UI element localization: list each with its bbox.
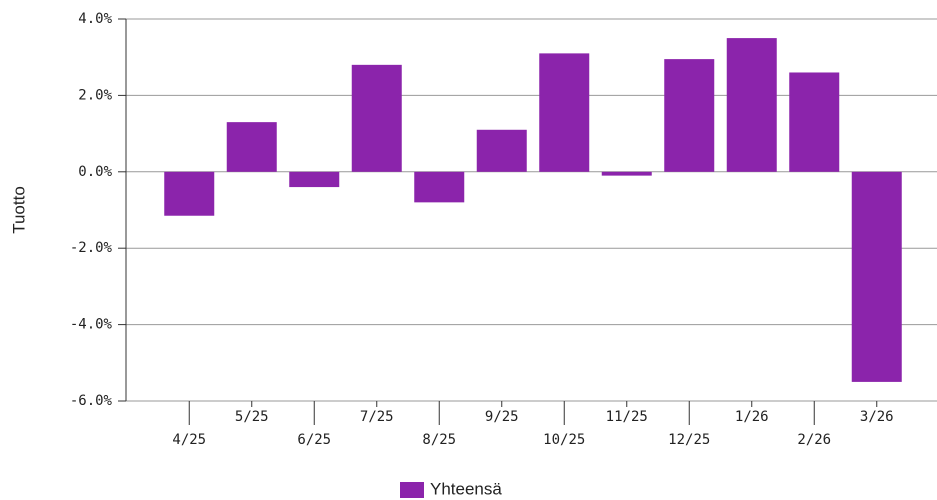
x-tick-label: 11/25 [606, 409, 648, 425]
x-tick-label: 2/26 [797, 432, 831, 448]
bar [789, 72, 840, 172]
x-tick-label: 4/25 [172, 432, 206, 448]
x-tick-label: 8/25 [422, 432, 456, 448]
y-tick-label: 4.0% [78, 11, 112, 27]
bar [414, 171, 465, 203]
y-tick-label: 2.0% [78, 87, 112, 103]
bar [351, 64, 402, 172]
x-tick-label: 5/25 [235, 409, 269, 425]
bar [726, 38, 777, 172]
x-tick-label: 12/25 [668, 432, 710, 448]
bar [601, 171, 652, 176]
x-tick-label: 1/26 [735, 409, 769, 425]
x-tick-label: 9/25 [485, 409, 519, 425]
bar [226, 122, 277, 172]
bar [476, 129, 527, 172]
bar [664, 59, 715, 172]
legend-label: Yhteensä [430, 479, 502, 498]
bar [164, 171, 215, 216]
y-tick-label: -2.0% [70, 240, 113, 256]
x-tick-label: 7/25 [360, 409, 394, 425]
x-tick-label: 6/25 [297, 432, 331, 448]
legend-swatch [400, 482, 424, 498]
bar [539, 53, 590, 172]
x-tick-label: 10/25 [543, 432, 585, 448]
bar [289, 171, 340, 188]
y-tick-label: 0.0% [78, 164, 112, 180]
bar [851, 171, 902, 382]
x-tick-label: 3/26 [860, 409, 894, 425]
y-tick-label: -6.0% [70, 393, 113, 409]
y-axis-label: Tuotto [9, 186, 28, 234]
y-tick-label: -4.0% [70, 317, 113, 333]
